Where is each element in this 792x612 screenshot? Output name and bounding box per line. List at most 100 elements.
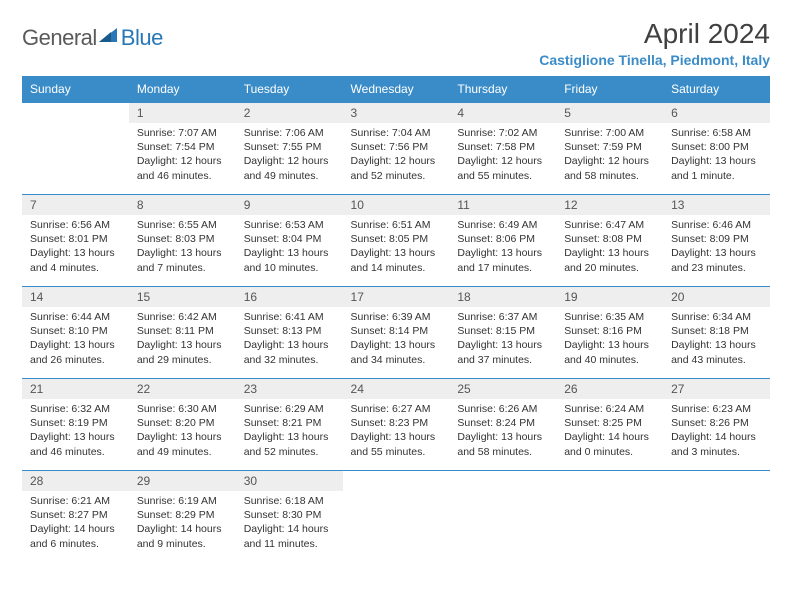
day-details: Sunrise: 7:04 AMSunset: 7:56 PMDaylight:… xyxy=(343,123,450,187)
day-number: 22 xyxy=(129,379,236,399)
day-number: 26 xyxy=(556,379,663,399)
calendar-cell: 16Sunrise: 6:41 AMSunset: 8:13 PMDayligh… xyxy=(236,287,343,379)
calendar-cell: 7Sunrise: 6:56 AMSunset: 8:01 PMDaylight… xyxy=(22,195,129,287)
calendar-cell: 21Sunrise: 6:32 AMSunset: 8:19 PMDayligh… xyxy=(22,379,129,471)
day-number: 14 xyxy=(22,287,129,307)
day-number: 16 xyxy=(236,287,343,307)
day-details: Sunrise: 6:41 AMSunset: 8:13 PMDaylight:… xyxy=(236,307,343,371)
calendar-table: SundayMondayTuesdayWednesdayThursdayFrid… xyxy=(22,76,770,563)
day-number: 20 xyxy=(663,287,770,307)
calendar-cell: 5Sunrise: 7:00 AMSunset: 7:59 PMDaylight… xyxy=(556,103,663,195)
calendar-cell: 12Sunrise: 6:47 AMSunset: 8:08 PMDayligh… xyxy=(556,195,663,287)
day-details: Sunrise: 6:19 AMSunset: 8:29 PMDaylight:… xyxy=(129,491,236,555)
calendar-cell: 22Sunrise: 6:30 AMSunset: 8:20 PMDayligh… xyxy=(129,379,236,471)
day-number: 10 xyxy=(343,195,450,215)
day-number: 9 xyxy=(236,195,343,215)
logo: General Blue xyxy=(22,24,163,51)
day-number: 18 xyxy=(449,287,556,307)
calendar-row: 14Sunrise: 6:44 AMSunset: 8:10 PMDayligh… xyxy=(22,287,770,379)
day-details: Sunrise: 6:58 AMSunset: 8:00 PMDaylight:… xyxy=(663,123,770,187)
calendar-cell: 19Sunrise: 6:35 AMSunset: 8:16 PMDayligh… xyxy=(556,287,663,379)
calendar-row: 7Sunrise: 6:56 AMSunset: 8:01 PMDaylight… xyxy=(22,195,770,287)
day-details: Sunrise: 6:30 AMSunset: 8:20 PMDaylight:… xyxy=(129,399,236,463)
weekday-header: Friday xyxy=(556,76,663,103)
day-details: Sunrise: 6:21 AMSunset: 8:27 PMDaylight:… xyxy=(22,491,129,555)
calendar-cell: 15Sunrise: 6:42 AMSunset: 8:11 PMDayligh… xyxy=(129,287,236,379)
day-details: Sunrise: 6:49 AMSunset: 8:06 PMDaylight:… xyxy=(449,215,556,279)
calendar-cell xyxy=(556,471,663,563)
day-details: Sunrise: 6:51 AMSunset: 8:05 PMDaylight:… xyxy=(343,215,450,279)
calendar-cell xyxy=(22,103,129,195)
day-details: Sunrise: 6:53 AMSunset: 8:04 PMDaylight:… xyxy=(236,215,343,279)
calendar-cell: 6Sunrise: 6:58 AMSunset: 8:00 PMDaylight… xyxy=(663,103,770,195)
day-number: 21 xyxy=(22,379,129,399)
day-details: Sunrise: 6:26 AMSunset: 8:24 PMDaylight:… xyxy=(449,399,556,463)
title-block: April 2024 Castiglione Tinella, Piedmont… xyxy=(539,18,770,68)
header: General Blue April 2024 Castiglione Tine… xyxy=(22,18,770,68)
calendar-cell: 25Sunrise: 6:26 AMSunset: 8:24 PMDayligh… xyxy=(449,379,556,471)
weekday-header: Thursday xyxy=(449,76,556,103)
day-details: Sunrise: 6:23 AMSunset: 8:26 PMDaylight:… xyxy=(663,399,770,463)
day-details: Sunrise: 7:07 AMSunset: 7:54 PMDaylight:… xyxy=(129,123,236,187)
day-details: Sunrise: 6:46 AMSunset: 8:09 PMDaylight:… xyxy=(663,215,770,279)
day-number: 15 xyxy=(129,287,236,307)
day-details: Sunrise: 6:32 AMSunset: 8:19 PMDaylight:… xyxy=(22,399,129,463)
calendar-cell: 9Sunrise: 6:53 AMSunset: 8:04 PMDaylight… xyxy=(236,195,343,287)
calendar-cell: 18Sunrise: 6:37 AMSunset: 8:15 PMDayligh… xyxy=(449,287,556,379)
calendar-cell: 3Sunrise: 7:04 AMSunset: 7:56 PMDaylight… xyxy=(343,103,450,195)
weekday-header: Sunday xyxy=(22,76,129,103)
calendar-cell: 20Sunrise: 6:34 AMSunset: 8:18 PMDayligh… xyxy=(663,287,770,379)
day-number: 25 xyxy=(449,379,556,399)
calendar-cell: 4Sunrise: 7:02 AMSunset: 7:58 PMDaylight… xyxy=(449,103,556,195)
day-details: Sunrise: 7:06 AMSunset: 7:55 PMDaylight:… xyxy=(236,123,343,187)
day-number: 28 xyxy=(22,471,129,491)
calendar-cell: 14Sunrise: 6:44 AMSunset: 8:10 PMDayligh… xyxy=(22,287,129,379)
day-number: 24 xyxy=(343,379,450,399)
day-number: 6 xyxy=(663,103,770,123)
calendar-cell: 8Sunrise: 6:55 AMSunset: 8:03 PMDaylight… xyxy=(129,195,236,287)
calendar-cell xyxy=(663,471,770,563)
page-subtitle: Castiglione Tinella, Piedmont, Italy xyxy=(539,52,770,68)
day-details: Sunrise: 6:35 AMSunset: 8:16 PMDaylight:… xyxy=(556,307,663,371)
logo-text-blue: Blue xyxy=(121,25,163,51)
day-details: Sunrise: 6:18 AMSunset: 8:30 PMDaylight:… xyxy=(236,491,343,555)
calendar-cell: 13Sunrise: 6:46 AMSunset: 8:09 PMDayligh… xyxy=(663,195,770,287)
day-number: 13 xyxy=(663,195,770,215)
day-details: Sunrise: 6:44 AMSunset: 8:10 PMDaylight:… xyxy=(22,307,129,371)
day-number: 4 xyxy=(449,103,556,123)
calendar-cell: 28Sunrise: 6:21 AMSunset: 8:27 PMDayligh… xyxy=(22,471,129,563)
calendar-cell: 1Sunrise: 7:07 AMSunset: 7:54 PMDaylight… xyxy=(129,103,236,195)
calendar-row: 21Sunrise: 6:32 AMSunset: 8:19 PMDayligh… xyxy=(22,379,770,471)
calendar-body: 1Sunrise: 7:07 AMSunset: 7:54 PMDaylight… xyxy=(22,103,770,563)
day-details: Sunrise: 6:34 AMSunset: 8:18 PMDaylight:… xyxy=(663,307,770,371)
calendar-cell xyxy=(449,471,556,563)
calendar-cell: 17Sunrise: 6:39 AMSunset: 8:14 PMDayligh… xyxy=(343,287,450,379)
day-details: Sunrise: 6:24 AMSunset: 8:25 PMDaylight:… xyxy=(556,399,663,463)
weekday-header: Saturday xyxy=(663,76,770,103)
day-details: Sunrise: 6:55 AMSunset: 8:03 PMDaylight:… xyxy=(129,215,236,279)
day-details: Sunrise: 6:27 AMSunset: 8:23 PMDaylight:… xyxy=(343,399,450,463)
day-details: Sunrise: 7:00 AMSunset: 7:59 PMDaylight:… xyxy=(556,123,663,187)
day-details: Sunrise: 6:39 AMSunset: 8:14 PMDaylight:… xyxy=(343,307,450,371)
calendar-cell: 29Sunrise: 6:19 AMSunset: 8:29 PMDayligh… xyxy=(129,471,236,563)
day-number: 5 xyxy=(556,103,663,123)
day-number: 29 xyxy=(129,471,236,491)
day-number: 23 xyxy=(236,379,343,399)
day-details: Sunrise: 6:37 AMSunset: 8:15 PMDaylight:… xyxy=(449,307,556,371)
weekday-header: Tuesday xyxy=(236,76,343,103)
page-title: April 2024 xyxy=(539,18,770,50)
calendar-cell: 24Sunrise: 6:27 AMSunset: 8:23 PMDayligh… xyxy=(343,379,450,471)
day-number: 17 xyxy=(343,287,450,307)
calendar-cell: 2Sunrise: 7:06 AMSunset: 7:55 PMDaylight… xyxy=(236,103,343,195)
day-number: 8 xyxy=(129,195,236,215)
logo-triangle-icon xyxy=(97,24,119,51)
day-details: Sunrise: 6:47 AMSunset: 8:08 PMDaylight:… xyxy=(556,215,663,279)
day-details: Sunrise: 6:42 AMSunset: 8:11 PMDaylight:… xyxy=(129,307,236,371)
day-number: 27 xyxy=(663,379,770,399)
calendar-cell: 23Sunrise: 6:29 AMSunset: 8:21 PMDayligh… xyxy=(236,379,343,471)
day-number: 1 xyxy=(129,103,236,123)
day-number: 11 xyxy=(449,195,556,215)
day-number: 19 xyxy=(556,287,663,307)
day-details: Sunrise: 6:29 AMSunset: 8:21 PMDaylight:… xyxy=(236,399,343,463)
calendar-row: 1Sunrise: 7:07 AMSunset: 7:54 PMDaylight… xyxy=(22,103,770,195)
